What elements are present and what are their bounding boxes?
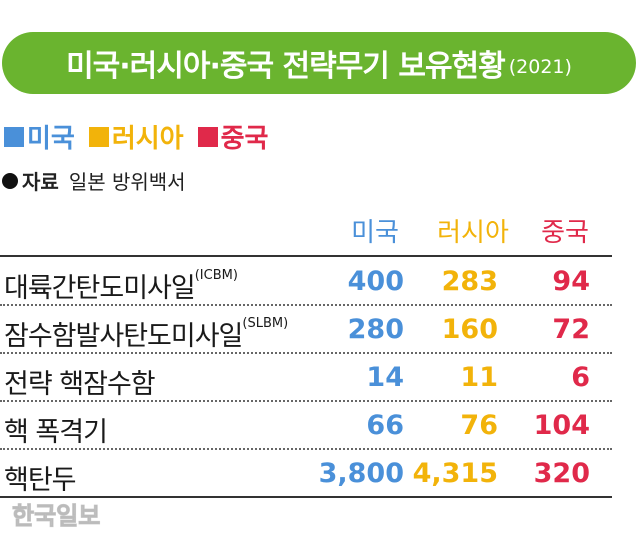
cell-china: 320 [533, 458, 590, 489]
table-row: 핵탄두 3,800 4,315 320 [0, 450, 640, 498]
source-text: 일본 방위백서 [68, 170, 186, 194]
table-bottom-rule [0, 496, 612, 498]
legend-label-china: 중국 [220, 124, 269, 154]
cell-china: 104 [533, 410, 590, 441]
bullet-icon [2, 172, 18, 189]
legend: 미국 러시아 중국 [4, 118, 268, 155]
table-row: 전략 핵잠수함 14 11 6 [0, 354, 640, 402]
row-divider [0, 400, 612, 402]
cell-russia: 160 [441, 314, 498, 345]
title-bar: 미국·러시아·중국 전략무기 보유현황 (2021) [2, 32, 636, 94]
row-divider [0, 448, 612, 450]
legend-swatch-china [197, 126, 218, 147]
cell-russia: 283 [441, 266, 498, 297]
column-header-usa: 미국 [351, 218, 399, 248]
legend-label-usa: 미국 [27, 124, 75, 154]
row-divider [0, 304, 612, 306]
source-note: 자료 일본 방위백서 [2, 166, 186, 195]
row-label: 대륙간탄도미사일(ICBM) [4, 266, 238, 305]
cell-china: 94 [552, 266, 590, 297]
row-label-text: 전략 핵잠수함 [4, 369, 156, 400]
cell-usa: 280 [347, 314, 404, 345]
row-label: 핵 폭격기 [4, 410, 108, 449]
chart-title-year: (2021) [508, 56, 572, 78]
legend-item-russia: 러시아 [88, 118, 184, 155]
cell-usa: 3,800 [318, 458, 404, 489]
column-header-russia: 러시아 [437, 218, 509, 248]
row-label-sub: (SLBM) [242, 316, 289, 331]
table-row: 대륙간탄도미사일(ICBM) 400 283 94 [0, 258, 640, 306]
column-header-china: 중국 [541, 218, 589, 248]
cell-russia: 11 [460, 362, 498, 393]
cell-usa: 400 [347, 266, 404, 297]
chart-title: 미국·러시아·중국 전략무기 보유현황 [66, 49, 506, 84]
row-label-text: 핵탄두 [4, 465, 77, 496]
cell-usa: 14 [366, 362, 404, 393]
row-label: 전략 핵잠수함 [4, 362, 156, 401]
row-divider [0, 352, 612, 354]
row-label-text: 잠수함발사탄도미사일 [4, 321, 243, 352]
row-label-text: 핵 폭격기 [4, 417, 108, 448]
source-label: 자료 [22, 170, 59, 194]
legend-item-usa: 미국 [4, 118, 75, 155]
table-row: 핵 폭격기 66 76 104 [0, 402, 640, 450]
row-label: 핵탄두 [4, 458, 77, 497]
cell-russia: 76 [460, 410, 498, 441]
row-label-text: 대륙간탄도미사일 [4, 273, 196, 304]
table-row: 잠수함발사탄도미사일(SLBM) 280 160 72 [0, 306, 640, 354]
legend-label-russia: 러시아 [111, 124, 184, 154]
table-top-rule [0, 255, 612, 257]
row-label: 잠수함발사탄도미사일(SLBM) [4, 314, 288, 353]
cell-usa: 66 [366, 410, 404, 441]
cell-russia: 4,315 [412, 458, 498, 489]
legend-item-china: 중국 [197, 118, 269, 155]
watermark-logo: 한국일보 [11, 502, 101, 531]
legend-swatch-usa [4, 126, 24, 147]
row-label-sub: (ICBM) [194, 268, 238, 283]
legend-swatch-russia [88, 126, 109, 147]
cell-china: 6 [571, 362, 590, 393]
cell-china: 72 [552, 314, 590, 345]
